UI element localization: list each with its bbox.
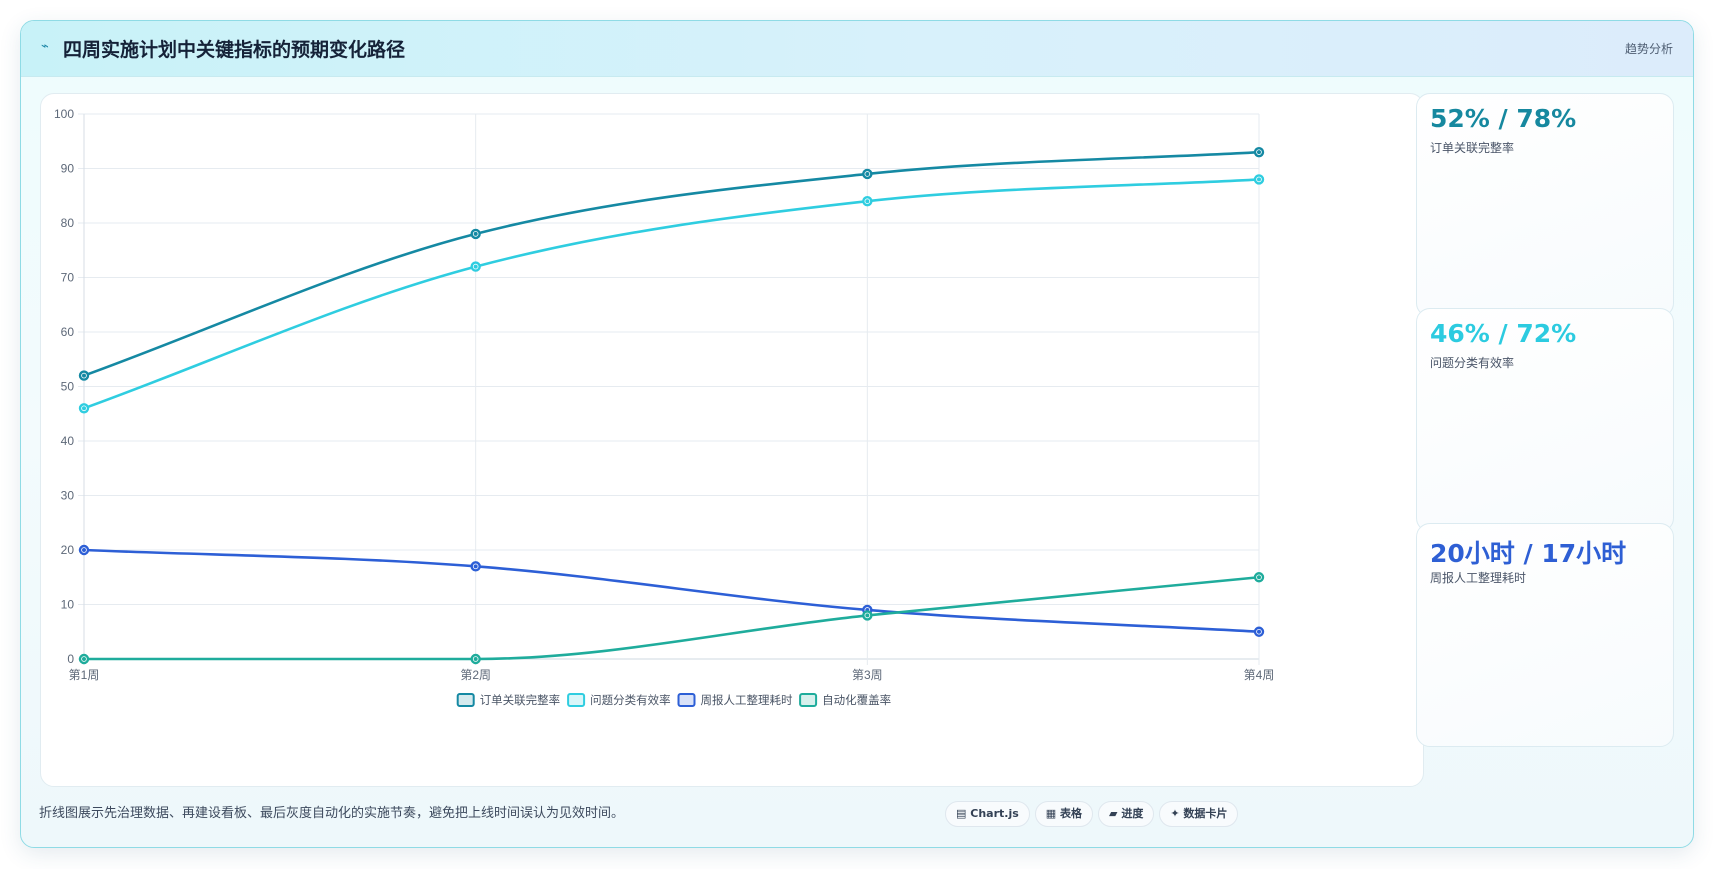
data-point-core (82, 548, 86, 552)
card-icon: ✦ (1170, 807, 1180, 820)
y-tick-label: 60 (61, 325, 75, 339)
stat-card-report-hours: 20小时 / 17小时 周报人工整理耗时 (1416, 523, 1674, 747)
stat-label: 问题分类有效率 (1430, 356, 1515, 370)
y-tick-label: 50 (61, 380, 75, 394)
line-chart: 0 10 20 30 40 50 60 70 80 90 100 第1周 第2周 第3周 第4周 订单关联完… (54, 107, 1275, 707)
data-point-core (865, 171, 870, 176)
y-tick-label: 10 (61, 598, 75, 612)
data-point-core (1257, 629, 1261, 634)
data-point-core (473, 231, 478, 236)
chip-label: 进度 (1121, 807, 1144, 820)
stat-card-order-linkage: 52% / 78% 订单关联完整率 (1416, 93, 1674, 317)
y-tick-label: 80 (61, 216, 75, 230)
data-point-core (1257, 150, 1261, 155)
legend-label: 问题分类有效率 (590, 693, 671, 707)
y-tick-label: 0 (67, 652, 74, 666)
x-tick-label: 第4周 (1244, 668, 1275, 682)
stat-value: 20小时 / 17小时 (1430, 539, 1627, 568)
data-point-core (1257, 575, 1261, 580)
legend-swatch (567, 693, 586, 707)
x-tick-label: 第2周 (460, 668, 491, 682)
x-tick-label: 第3周 (852, 668, 883, 682)
chip-data-card[interactable]: ✦ 数据卡片 (1159, 801, 1239, 827)
data-point-core (865, 199, 870, 204)
stat-value: 52% / 78% (1430, 104, 1577, 133)
series-line-2 (82, 178, 1261, 410)
stat-label: 订单关联完整率 (1430, 141, 1515, 155)
data-point-core (473, 564, 478, 569)
legend-swatch (677, 693, 696, 707)
stat-value: 46% / 72% (1430, 319, 1577, 348)
series-line-3 (82, 548, 1261, 634)
chip-label: 表格 (1060, 807, 1083, 820)
trend-analysis-link[interactable]: 趋势分析 (1624, 42, 1673, 56)
y-tick-label: 30 (61, 489, 75, 503)
chart-card: 0 10 20 30 40 50 60 70 80 90 100 第1周 第2周 第3周 第4周 订单关联完… (40, 93, 1424, 787)
trend-panel: ⌁ 四周实施计划中关键指标的预期变化路径 趋势分析 0 10 20 30 40 50 60 7… (20, 20, 1694, 848)
chip-label: Chart.js (970, 807, 1019, 820)
legend-label: 订单关联完整率 (480, 693, 561, 707)
data-point-core (82, 657, 86, 661)
data-point-core (473, 657, 478, 661)
legend-swatch (799, 693, 818, 707)
chip-progress[interactable]: ▰ 进度 (1098, 801, 1155, 827)
x-tick-label: 第1周 (69, 668, 100, 682)
chip-table[interactable]: ▦ 表格 (1034, 801, 1094, 827)
stat-card-issue-classification: 46% / 72% 问题分类有效率 (1416, 308, 1674, 532)
y-tick-label: 90 (61, 162, 75, 176)
panel-title: 四周实施计划中关键指标的预期变化路径 (63, 39, 406, 61)
chart-footnote: 折线图展示先治理数据、再建设看板、最后灰度自动化的实施节奏，避免把上线时间误认为… (39, 806, 625, 821)
chart-icon: ▤ (956, 807, 967, 820)
trend-line-icon: ⌁ (41, 39, 49, 54)
chip-chartjs[interactable]: ▤ Chart.js (945, 801, 1030, 827)
view-chips: ▤ Chart.js ▦ 表格 ▰ 进度 ✦ 数据卡片 (945, 801, 1243, 827)
y-tick-label: 40 (61, 434, 75, 448)
legend-label: 自动化覆盖率 (822, 693, 891, 707)
y-tick-label: 100 (54, 107, 74, 121)
stat-label: 周报人工整理耗时 (1430, 571, 1527, 585)
y-tick-label: 20 (61, 543, 75, 557)
series-line-4 (82, 575, 1261, 661)
data-point-core (1257, 177, 1261, 182)
table-icon: ▦ (1045, 807, 1057, 820)
progress-icon: ▰ (1109, 807, 1118, 820)
data-point-core (82, 406, 86, 411)
series-line-1 (82, 150, 1261, 377)
panel-header: ⌁ 四周实施计划中关键指标的预期变化路径 趋势分析 (21, 21, 1693, 77)
data-point-core (473, 264, 478, 269)
legend-label: 周报人工整理耗时 (701, 693, 793, 707)
chip-label: 数据卡片 (1183, 807, 1228, 820)
data-point-core (865, 613, 870, 618)
data-point-core (82, 373, 86, 378)
y-tick-label: 70 (61, 271, 75, 285)
legend-swatch (456, 693, 475, 707)
